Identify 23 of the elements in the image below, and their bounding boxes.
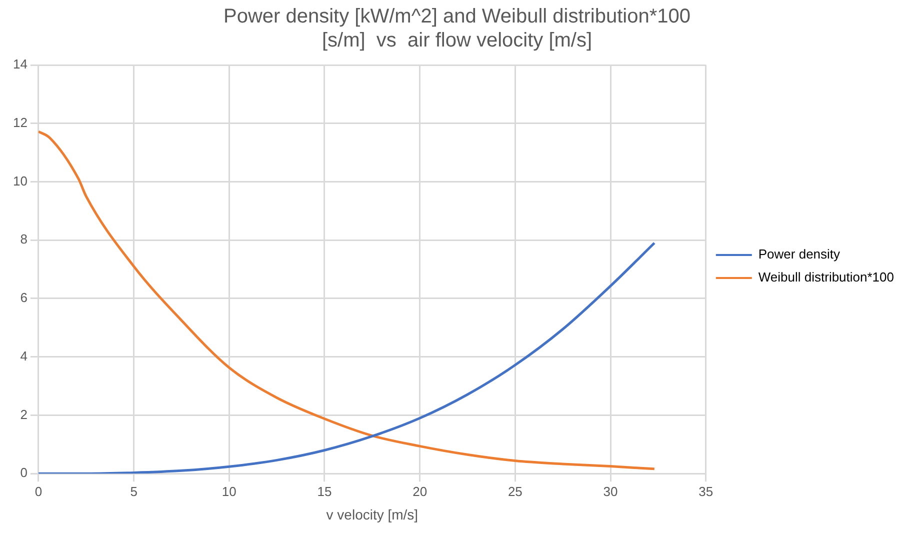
x-tick-label: 30: [603, 484, 618, 499]
x-tick-label: 20: [412, 484, 428, 499]
text: Power density [kW/m^2] and Weibull distribution*100: [223, 6, 691, 28]
x-tick-label: 5: [130, 484, 138, 499]
y-tick-label: 2: [20, 406, 28, 422]
line-series: [38, 130, 656, 470]
y-tick-label: 12: [12, 114, 28, 130]
y-tick-label: 14: [12, 56, 28, 72]
x-tick-label: 10: [222, 484, 236, 499]
legend-label: Weibull distribution*100: [758, 270, 894, 285]
y-tick-label: 6: [20, 290, 28, 306]
x-tick-label: 35: [698, 484, 714, 499]
x-tick-label: 0: [34, 484, 42, 499]
text: [s/m] vs air flow velocity [m/s]: [322, 30, 592, 52]
y-tick-label: 0: [20, 465, 28, 480]
line-series: [38, 242, 656, 474]
y-tick-label: 4: [20, 348, 28, 364]
x-tick-label: 25: [508, 484, 522, 499]
y-tick-label: 10: [12, 173, 28, 188]
y-tick-label: 8: [20, 232, 28, 247]
x-axis-title: v velocity [m/s]: [326, 506, 418, 522]
x-tick-label: 15: [317, 484, 332, 499]
legend-label: Power density: [758, 246, 841, 262]
